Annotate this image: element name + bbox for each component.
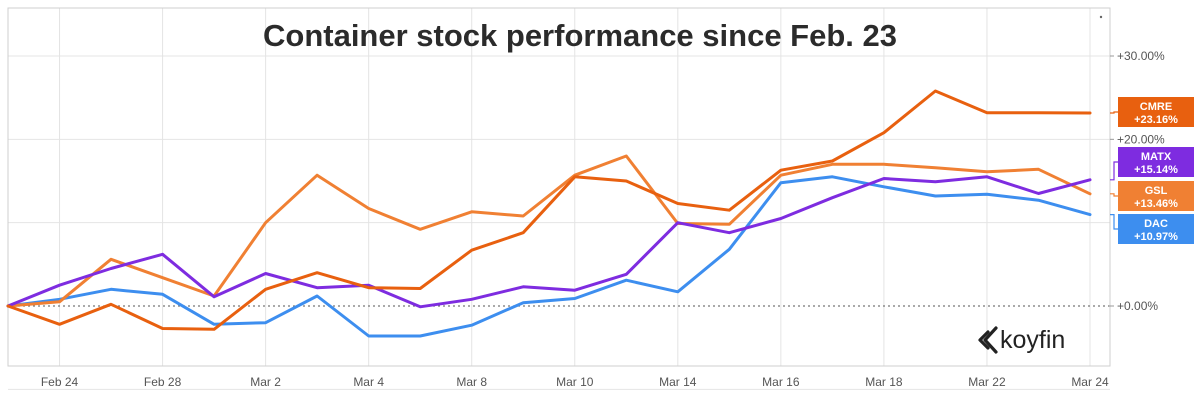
chart-title: Container stock performance since Feb. 2… [263,18,897,53]
series-line-gsl [6,154,1092,308]
series-line-dac [6,175,1092,338]
x-tick-label: Mar 14 [659,375,697,389]
value-tag-gsl: GSL+13.46% [1110,181,1194,211]
tag-value: +10.97% [1134,231,1178,243]
tag-box [1118,147,1194,177]
brand-name: koyfin [1000,326,1065,354]
x-tick-label: Mar 4 [353,375,384,389]
tag-value: +13.46% [1134,198,1178,210]
x-tick-label: Mar 24 [1071,375,1109,389]
y-tick-label: +20.00% [1117,132,1165,146]
x-tick-label: Mar 16 [762,375,800,389]
x-tick-label: Feb 28 [144,375,182,389]
tag-series-name: DAC [1144,218,1168,230]
koyfin-logo: koyfin [978,326,1065,354]
tag-series-name: MATX [1141,151,1172,163]
x-tick-label: Mar 8 [456,375,487,389]
tag-box [1118,97,1194,127]
grid [8,8,1110,390]
tag-connector [1110,214,1118,230]
plot-frame [7,7,1111,367]
y-axis: +0.00% +20.00% +30.00% [1110,49,1165,313]
series-line-cmre [6,89,1092,331]
value-tag-matx: MATX+15.14% [1110,147,1194,181]
tag-connector [1110,193,1118,197]
tag-box [1118,181,1194,211]
x-tick-label: Mar 22 [968,375,1006,389]
tag-series-name: CMRE [1140,101,1172,113]
value-tag-cmre: CMRE+23.16% [1110,97,1194,127]
series-lines [6,89,1092,338]
y-tick-label: +0.00% [1117,299,1158,313]
x-tick-label: Feb 24 [41,375,79,389]
tag-value: +23.16% [1134,114,1178,126]
tag-value: +15.14% [1134,164,1178,176]
koyfin-mark-icon [978,326,998,354]
tag-connector [1110,161,1118,181]
y-tick-label: +30.00% [1117,49,1165,63]
x-tick-label: Mar 2 [250,375,281,389]
tag-connector [1110,111,1118,114]
value-tag-dac: DAC+10.97% [1110,214,1194,244]
tag-series-name: GSL [1145,185,1168,197]
x-tick-label: Mar 10 [556,375,594,389]
value-tags: CMRE+23.16%MATX+15.14%GSL+13.46%DAC+10.9… [1099,15,1194,244]
series-line-matx [6,175,1092,309]
corner-dot [1099,15,1103,19]
x-tick-label: Mar 18 [865,375,903,389]
tag-box [1118,214,1194,244]
x-axis: Feb 24 Feb 28 Mar 2 Mar 4 Mar 8 Mar 10 Mar 14 M… [41,375,1109,389]
